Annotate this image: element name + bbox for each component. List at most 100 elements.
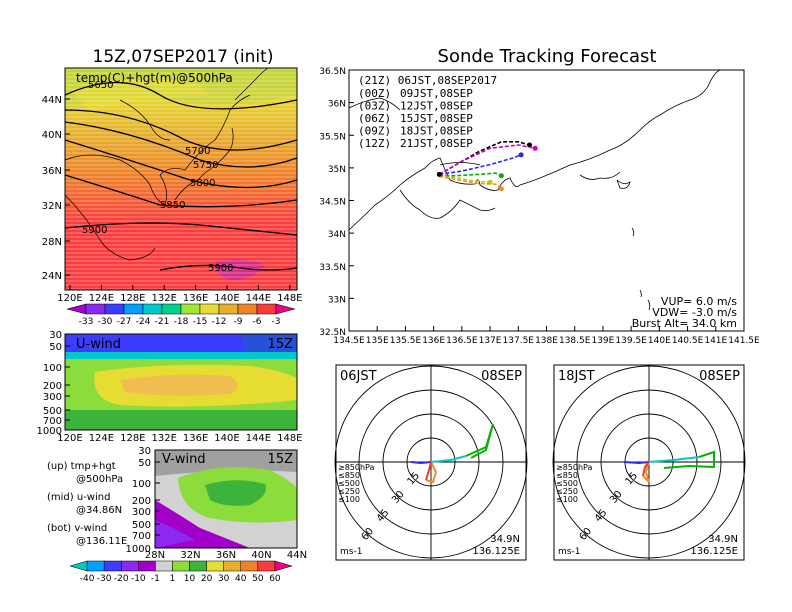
level-legend: ≤850 [556,471,578,480]
colorbar-tick-label: 50 [252,574,264,584]
hodograph-trace [642,461,650,483]
colorbar-tick-label: -40 [80,574,95,584]
colorbar-swatch [257,560,276,572]
level-legend: ≤250 [338,487,360,496]
colorbar-swatch [274,560,293,572]
x-tick-label: 124E [89,433,114,444]
x-tick-label: 138E [535,336,558,346]
x-tick-label: 137E [479,336,502,346]
y-tick-label: 36.5N [319,67,346,77]
note-mid-1: (mid) u-wind [47,492,110,503]
hodograph-unit: ms-1 [558,547,580,557]
colorbar-swatch [138,560,156,572]
x-tick-label: 139E [591,336,614,346]
hodograph-date: 08SEP [699,369,740,384]
y-tick-label: 50 [49,342,62,353]
x-tick-label: 134.5E [333,336,365,346]
launch-utc: (00Z) [358,87,391,100]
sonde-map-coastline [348,69,721,311]
contour-label: 5700 [185,146,210,157]
colorbar-swatch [103,560,122,572]
x-tick-label: 128E [120,433,145,444]
sonde-track [439,172,502,177]
temp-colorbar: -33 -30 -27 -24 -21 -18 -15 -12 -9 -6 -3 [66,303,296,327]
colorbar-swatch [123,303,144,315]
hodograph-time: 18JST [558,369,595,384]
vwind-positive-core [205,480,266,506]
landing-point [498,186,504,192]
launch-utc: (09Z) [358,125,391,138]
colorbar-swatch [218,303,239,315]
hodograph-trace [623,461,650,465]
level-legend: ≤250 [556,487,578,496]
hodograph-lon: 136.125E [472,546,520,557]
colorbar-tick-label: -20 [114,574,129,584]
colorbar-swatch [142,303,163,315]
colorbar-swatch [189,560,207,572]
level-legend: ≤500 [338,479,360,488]
launch-jst: 21JST,08SEP [400,137,473,150]
colorbar-tick-label: -33 [79,317,94,327]
x-tick-label: 148E [277,293,302,304]
vwind-x-ticks: 28N 32N 36N 40N 44N [145,550,307,561]
y-tick-label: 500 [132,520,151,531]
vwind-frame [154,449,298,549]
launch-utc: (12Z) [358,137,391,150]
map-x-ticks: 134.5E 135E 135.5E 136E 136.5E 137E 137.5E 138E… [333,326,760,346]
contour-label: 5900 [208,263,233,274]
x-tick-label: 141.5E [728,336,760,346]
x-tick-label: 28N [145,550,165,561]
y-tick-label: 33N [328,295,346,305]
y-tick-label: 36N [328,100,346,110]
colorbar-tick-label: -10 [131,574,146,584]
vwind-label: V-wind [162,452,206,467]
y-tick-label: 30 [138,446,151,457]
sonde-map-panel: Sonde Tracking Forecast (21Z) 06JST,08SE… [319,46,760,346]
hodograph-trace [642,461,650,477]
landing-point [532,145,538,151]
hodograph-time: 06JST [340,369,377,384]
colorbar-swatch [256,303,277,315]
launch-jst: 15JST,08SEP [400,112,473,125]
colorbar-swatch [237,303,258,315]
colorbar-swatch [161,303,182,315]
sonde-map-frame [348,69,745,332]
y-tick-label: 700 [43,416,62,427]
contour-label: 5900 [82,225,107,236]
hodograph-trace [425,461,432,481]
launch-header: (21Z) 06JST,08SEP2017 [358,74,497,87]
x-tick-label: 144E [246,433,271,444]
x-tick-label: 135E [366,336,389,346]
sonde-track [439,175,491,183]
x-tick-label: 136.5E [446,336,478,346]
x-tick-label: 40N [251,550,271,561]
launch-utc: (03Z) [358,100,391,113]
x-tick-label: 141E [704,336,727,346]
param-vdw: VDW= -3.0 m/s [652,306,737,319]
colorbar-tick-label: 20 [201,574,213,584]
x-tick-label: 140.5E [672,336,704,346]
y-tick-label: 28N [42,237,62,248]
map-y-ticks: 36.5N 36N 35.5N 35N 34.5N 34N 33.5N 33N 32.5N [319,67,354,338]
contour-labels: 5650 5700 5750 5800 5850 5900 5900 [82,80,233,274]
hodograph-lat: 34.9N [708,534,738,545]
colorbar-tick-label: -24 [136,317,151,327]
param-burst: Burst Alt= 34.0 km [632,317,737,330]
uwind-easterly-2 [240,334,297,354]
launch-jst: 09JST,08SEP [400,87,473,100]
y-tick-label: 100 [43,363,62,374]
hodograph-trace [430,455,467,463]
launch-jst: 12JST,08SEP [400,100,473,113]
temp-panel-title: 15Z,07SEP2017 (init) [93,47,274,67]
level-legend: ≥850hPa [556,463,593,472]
hodograph-date: 08SEP [481,369,522,384]
colorbar-tick-label: -6 [253,317,262,327]
launch-legend: (21Z) 06JST,08SEP2017 (00Z) 09JST,08SEP (0… [358,74,497,150]
x-tick-label: 132E [151,293,176,304]
colorbar-swatch [180,303,201,315]
